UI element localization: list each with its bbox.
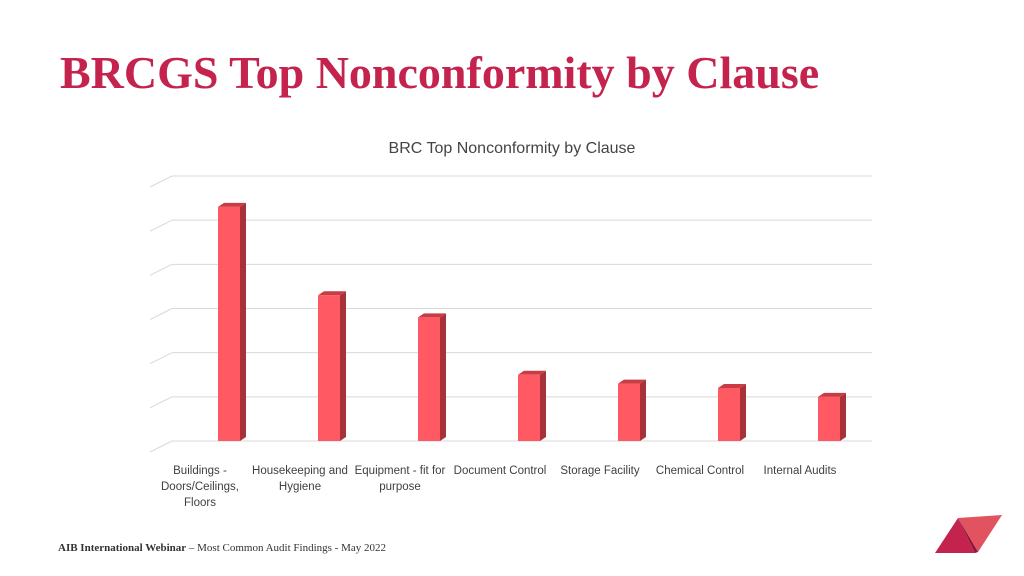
bar <box>718 384 746 441</box>
bar <box>518 370 546 441</box>
chart-title: BRC Top Nonconformity by Clause <box>389 140 636 157</box>
bar-face <box>818 396 840 441</box>
grid-line-depth <box>149 175 173 188</box>
bar <box>418 313 446 441</box>
bar-face <box>840 392 846 441</box>
bar <box>818 392 846 441</box>
bar-face <box>818 392 846 397</box>
bar-face <box>618 383 640 441</box>
x-tick-label: Document Control <box>453 465 547 477</box>
footer: AIB International Webinar – Most Common … <box>58 542 386 554</box>
bar-face <box>518 374 540 441</box>
bar <box>318 291 346 441</box>
bar-face <box>518 370 546 375</box>
bar-face <box>540 370 546 441</box>
grid-line-depth <box>149 352 173 365</box>
footer-org: AIB International Webinar <box>58 542 187 554</box>
bar-face <box>740 384 746 441</box>
bar-face <box>640 379 646 441</box>
x-tick-label: Buildings - Doors/Ceilings, Floors <box>161 465 239 509</box>
bar-face <box>718 388 740 441</box>
bar-face <box>440 313 446 441</box>
x-tick-label: Housekeeping and Hygiene <box>252 465 348 493</box>
logo <box>935 515 1002 553</box>
bar <box>618 379 646 441</box>
bar-face <box>318 295 340 441</box>
grid-line-depth <box>149 219 173 232</box>
grid-line-depth <box>149 440 173 453</box>
x-tick-label: Internal Audits <box>763 465 837 477</box>
grid-line-depth <box>149 308 173 320</box>
slide-title: BRCGS Top Nonconformity by Clause <box>60 47 820 98</box>
bar-face <box>218 206 240 441</box>
bar <box>218 202 246 441</box>
bar-face <box>340 291 346 441</box>
grid-line-depth <box>149 263 173 276</box>
bar-face <box>618 379 646 384</box>
bar-face <box>318 291 346 296</box>
grid-line-depth <box>149 396 173 409</box>
x-tick-label: Equipment - fit for purpose <box>354 465 446 493</box>
bar-face <box>240 202 246 441</box>
x-tick-label: Storage Facility <box>560 465 640 477</box>
bar-face <box>418 313 446 318</box>
bar-face <box>218 202 246 207</box>
bar-face <box>418 317 440 441</box>
footer-text: – Most Common Audit Findings - May 2022 <box>186 542 387 554</box>
bar-face <box>718 384 746 388</box>
x-tick-label: Chemical Control <box>655 465 745 477</box>
